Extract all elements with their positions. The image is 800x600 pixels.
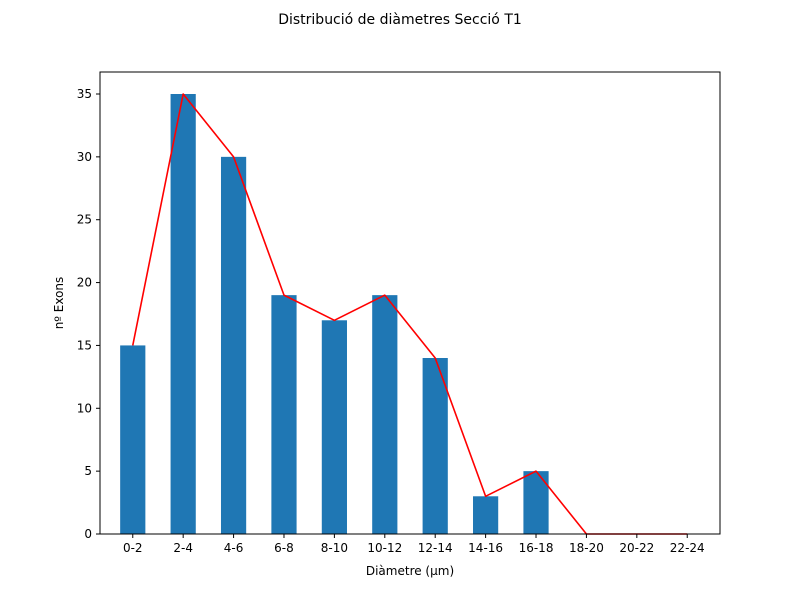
y-tick-label-30: 30: [77, 150, 92, 164]
x-tick-label-6-8: 6-8: [274, 541, 294, 555]
bar-series: [120, 94, 549, 534]
y-tick-label-10: 10: [77, 401, 92, 415]
y-tick-label-15: 15: [77, 338, 92, 352]
x-tick-label-12-14: 12-14: [418, 541, 453, 555]
y-tick-label-25: 25: [77, 213, 92, 227]
y-tick-label-5: 5: [84, 464, 92, 478]
y-tick-label-35: 35: [77, 87, 92, 101]
line-series: [131, 93, 688, 535]
bar-10-12: [372, 295, 398, 534]
x-tick-label-14-16: 14-16: [468, 541, 503, 555]
bar-16-18: [523, 471, 549, 534]
bar-2-4: [170, 94, 196, 534]
bar-0-2: [120, 345, 146, 534]
bar-8-10: [321, 320, 347, 534]
x-tick-label-18-20: 18-20: [569, 541, 604, 555]
bar-4-6: [220, 156, 247, 534]
x-tick-label-2-4: 2-4: [173, 541, 193, 555]
x-tick-label-0-2: 0-2: [123, 541, 143, 555]
x-tick-label-22-24: 22-24: [670, 541, 705, 555]
chart-title: Distribució de diàmetres Secció T1: [278, 12, 522, 28]
bar-14-16: [473, 496, 499, 534]
y-axis-label: nº Exons: [52, 277, 66, 330]
plot-frame: [99, 71, 721, 535]
x-tick-label-4-6: 4-6: [224, 541, 244, 555]
x-tick-label-10-12: 10-12: [367, 541, 402, 555]
bar-12-14: [422, 358, 448, 534]
x-tick-label-20-22: 20-22: [619, 541, 654, 555]
x-axis-label: Diàmetre (µm): [366, 564, 454, 578]
y-tick-label-0: 0: [84, 527, 92, 541]
x-tick-label-16-18: 16-18: [519, 541, 554, 555]
y-tick-label-20: 20: [77, 276, 92, 290]
bar-6-8: [271, 295, 297, 534]
x-tick-label-8-10: 8-10: [321, 541, 348, 555]
overlay-line: [131, 93, 688, 535]
axes: 0-2 2-4 4-6 6-8 8-10 10-12 12-14 14-16 16-18 18-2…: [77, 71, 721, 555]
